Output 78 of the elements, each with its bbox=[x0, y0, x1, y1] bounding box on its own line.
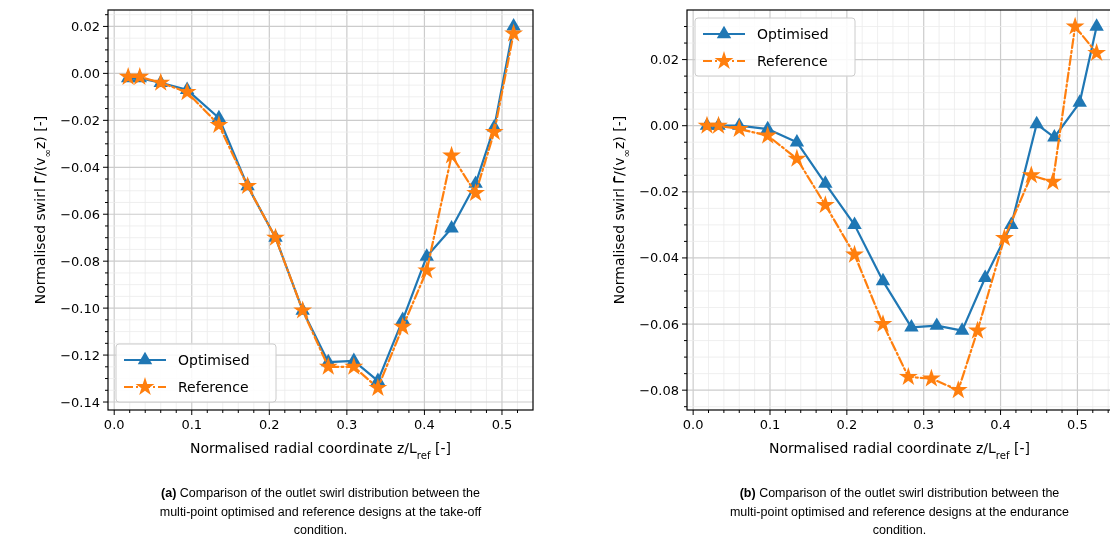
point bbox=[994, 228, 1014, 247]
point bbox=[466, 183, 486, 202]
x-tick-label: 0.4 bbox=[414, 417, 435, 432]
point bbox=[929, 317, 944, 330]
point bbox=[209, 115, 229, 134]
legend-label: Optimised bbox=[178, 352, 250, 368]
point bbox=[1087, 43, 1107, 61]
x-tick-label: 0.3 bbox=[336, 417, 358, 432]
point bbox=[818, 175, 833, 188]
point bbox=[789, 133, 805, 147]
point bbox=[1072, 94, 1087, 107]
text: (b) Comparison of the outlet swirl distribution between the multi-point optimised and reference designs at the endurance condition. bbox=[729, 486, 1070, 537]
x-tick-label: 0.0 bbox=[103, 417, 125, 432]
legend-label: Reference bbox=[757, 53, 828, 69]
point bbox=[921, 368, 941, 387]
point bbox=[787, 148, 807, 167]
point bbox=[504, 23, 524, 42]
y-tick-label: −0.04 bbox=[60, 159, 100, 175]
y-tick-label: −0.12 bbox=[60, 347, 100, 363]
point bbox=[968, 320, 987, 339]
y-tick-label: −0.04 bbox=[639, 250, 679, 266]
y-tick-label: −0.02 bbox=[639, 184, 679, 200]
point bbox=[1043, 172, 1063, 190]
point bbox=[393, 317, 413, 335]
x-tick-label: 0.2 bbox=[258, 417, 280, 432]
y-tick-label: −0.08 bbox=[60, 253, 100, 269]
x-axis-title: Normalised radial coordinate z/L$_{ref}$ [-] bbox=[190, 440, 451, 461]
point bbox=[417, 260, 437, 279]
point bbox=[151, 72, 171, 91]
point bbox=[898, 367, 918, 385]
point bbox=[948, 380, 968, 399]
point bbox=[873, 314, 893, 333]
point bbox=[954, 322, 970, 335]
legend-label: Reference bbox=[178, 379, 249, 395]
point bbox=[904, 319, 919, 332]
point bbox=[266, 227, 285, 246]
point bbox=[484, 122, 504, 141]
point bbox=[875, 272, 891, 286]
point bbox=[344, 356, 364, 375]
point bbox=[444, 219, 459, 233]
x-axis-title: Normalised radial coordinate z/L$_{ref}$ [-] bbox=[769, 440, 1030, 461]
y-tick-label: −0.14 bbox=[60, 394, 100, 410]
x-tick-label: 0.4 bbox=[990, 417, 1011, 432]
point bbox=[177, 82, 197, 101]
point bbox=[442, 145, 461, 164]
x-tick-label: 0.3 bbox=[913, 417, 935, 432]
y-tick-label: 0.02 bbox=[71, 18, 100, 34]
y-tick-label: −0.06 bbox=[60, 206, 100, 222]
text: (a) Comparison of the outlet swirl distribution between the multi-point optimised and reference designs at the take-off condition. bbox=[159, 486, 482, 537]
point bbox=[1029, 115, 1044, 129]
x-tick-label: 0.5 bbox=[1067, 417, 1088, 432]
point bbox=[1021, 165, 1041, 184]
y-tick-label: −0.06 bbox=[639, 316, 679, 332]
point bbox=[758, 125, 778, 144]
point bbox=[293, 300, 313, 319]
point bbox=[238, 176, 258, 195]
x-tick-label: 0.5 bbox=[491, 417, 513, 432]
legend-label: Optimised bbox=[757, 26, 829, 42]
point bbox=[368, 378, 388, 396]
point bbox=[845, 244, 864, 263]
point bbox=[709, 115, 728, 134]
x-tick-label: 0.1 bbox=[181, 417, 203, 432]
x-tick-label: 0.2 bbox=[836, 417, 858, 432]
y-tick-label: 0.00 bbox=[650, 118, 679, 134]
y-tick-label: −0.08 bbox=[639, 382, 679, 398]
y-tick-label: −0.02 bbox=[60, 112, 100, 128]
point bbox=[977, 269, 993, 282]
point bbox=[847, 216, 862, 230]
y-tick-label: 0.00 bbox=[71, 65, 100, 81]
y-tick-label: −0.10 bbox=[60, 300, 100, 316]
point bbox=[1089, 18, 1104, 31]
y-tick-label: 0.02 bbox=[650, 52, 679, 68]
point bbox=[729, 119, 749, 138]
x-tick-label: 0.1 bbox=[759, 417, 781, 432]
x-tick-label: 0.0 bbox=[682, 417, 704, 432]
point bbox=[815, 195, 835, 214]
point bbox=[318, 356, 338, 375]
point bbox=[1065, 16, 1085, 35]
